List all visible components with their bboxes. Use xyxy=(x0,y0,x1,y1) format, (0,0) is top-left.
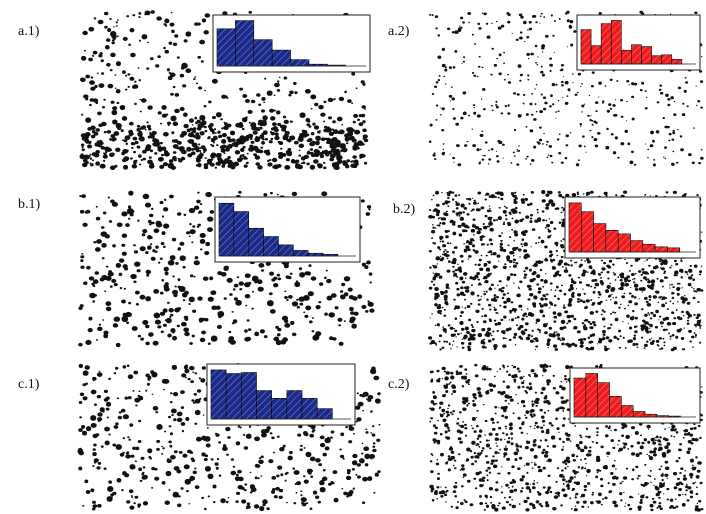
bar-hatch xyxy=(308,253,323,256)
bar-hatch xyxy=(302,398,317,419)
bar-hatch xyxy=(631,45,641,64)
panel-label: b.1) xyxy=(18,197,41,212)
bar-hatch xyxy=(652,56,662,64)
bar-hatch xyxy=(257,391,272,419)
bar-hatch xyxy=(211,370,226,419)
bar-hatch xyxy=(254,40,272,66)
bar-hatch xyxy=(291,60,309,66)
bar-hatch xyxy=(631,241,643,252)
bar-hatch xyxy=(217,29,235,66)
bar-hatch xyxy=(611,20,621,64)
bar-hatch xyxy=(601,24,611,64)
bar-hatch xyxy=(249,228,264,256)
panel-label: a.1) xyxy=(18,24,40,39)
bar-hatch xyxy=(278,245,293,256)
bar-hatch xyxy=(581,30,591,64)
panel-label: a.2) xyxy=(388,24,410,39)
bar-hatch xyxy=(235,21,253,66)
bar-hatch xyxy=(241,373,256,419)
bar-hatch xyxy=(662,55,672,64)
bar-hatch xyxy=(645,414,657,417)
bar-hatch xyxy=(569,203,581,252)
bar-hatch xyxy=(264,237,279,256)
bar-hatch xyxy=(643,244,655,252)
bar-hatch xyxy=(598,383,610,417)
bar-hatch xyxy=(633,412,645,417)
panel-label: c.2) xyxy=(388,377,410,392)
bar-hatch xyxy=(586,373,598,417)
bar-hatch xyxy=(610,396,622,417)
bar-hatch xyxy=(591,46,601,64)
bar-hatch xyxy=(317,409,332,419)
panel-label: c.1) xyxy=(18,377,40,392)
bar-hatch xyxy=(621,50,631,64)
bar-hatch xyxy=(642,47,652,64)
bar-hatch xyxy=(272,398,287,419)
bar-hatch xyxy=(574,378,586,417)
bar-hatch xyxy=(272,50,290,66)
bar-hatch xyxy=(672,59,682,64)
bar-hatch xyxy=(234,212,249,256)
bar-hatch xyxy=(621,406,633,417)
bar-hatch xyxy=(618,234,630,252)
figure: a.1) a.2) b.1) b.2) c.1) c.2) xyxy=(0,0,706,514)
bar-hatch xyxy=(293,250,308,256)
bar-hatch xyxy=(226,374,241,419)
bar-hatch xyxy=(287,391,302,419)
bar-hatch xyxy=(581,212,593,252)
bar-hatch xyxy=(667,248,679,252)
panel-label: b.2) xyxy=(393,202,416,217)
bar-hatch xyxy=(219,203,234,256)
bar-hatch xyxy=(594,224,606,252)
bar-hatch xyxy=(655,247,667,252)
bar-hatch xyxy=(606,230,618,252)
